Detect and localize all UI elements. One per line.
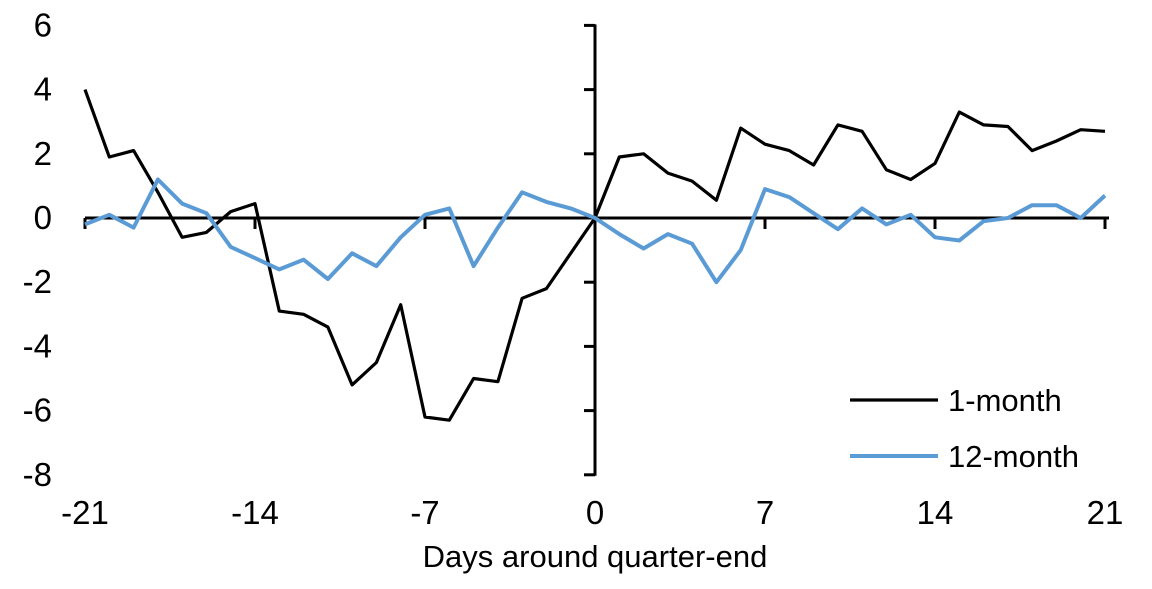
y-tick-labels: 6 4 2 0 -2 -4 -6 -8	[23, 6, 52, 492]
y-tick-label: 4	[34, 71, 52, 108]
x-tick-label: 21	[1087, 494, 1124, 531]
series-line-12-month	[84, 177, 1107, 285]
legend-label-12-month: 12-month	[948, 439, 1079, 474]
x-tick-label: 0	[586, 494, 604, 531]
x-tick-label: -21	[61, 494, 109, 531]
y-tick-label: 2	[34, 135, 52, 172]
y-tick-label: -6	[23, 392, 52, 429]
x-tick-label: 14	[917, 494, 954, 531]
y-tick-label: -4	[23, 327, 52, 364]
y-tick-label: -2	[23, 263, 52, 300]
legend-entry-1-month: 1-month	[850, 383, 1062, 418]
series-lines	[83, 89, 1107, 422]
x-tick-label: -14	[231, 494, 279, 531]
legend-entry-12-month: 12-month	[850, 439, 1079, 474]
x-axis-title: Days around quarter-end	[423, 539, 768, 574]
x-tick-label: -7	[410, 494, 439, 531]
x-tick-labels: -21 -14 -7 0 7 14 21	[61, 494, 1123, 531]
y-axis	[584, 23, 597, 477]
x-tick-label: 7	[756, 494, 774, 531]
y-tick-label: 6	[34, 6, 52, 43]
y-tick-label: -8	[23, 456, 52, 493]
legend: 1-month 12-month	[850, 383, 1079, 474]
y-tick-label: 0	[34, 199, 52, 236]
legend-label-1-month: 1-month	[948, 383, 1062, 418]
